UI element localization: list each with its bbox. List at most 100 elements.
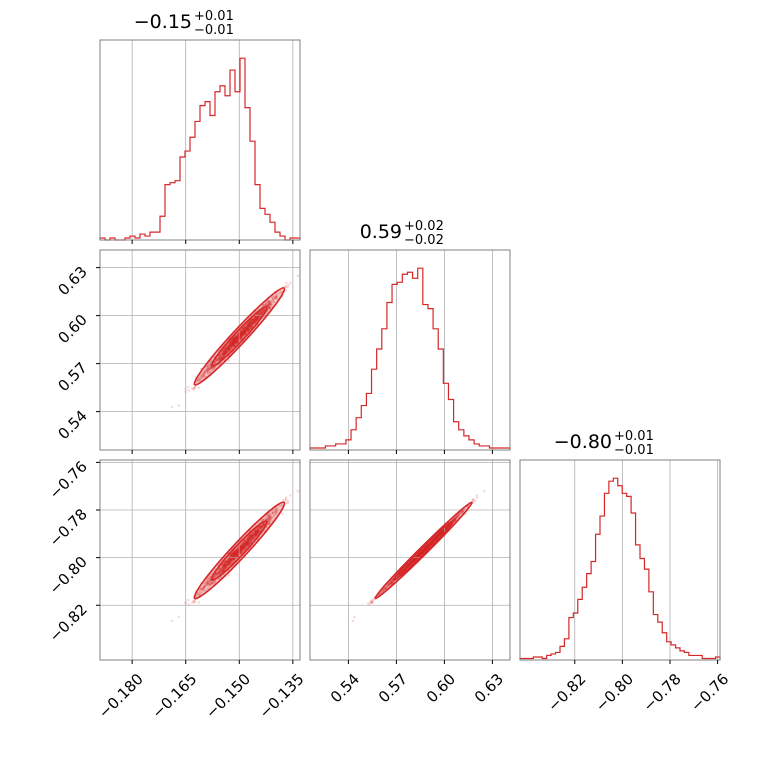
sample-point <box>270 300 273 303</box>
sample-point <box>227 347 230 351</box>
sample-point <box>245 323 249 327</box>
sample-point <box>227 347 230 351</box>
sample-point <box>243 327 246 331</box>
sample-point <box>222 352 225 356</box>
sample-point <box>254 319 257 322</box>
sample-point <box>254 319 257 322</box>
sample-point <box>192 600 196 604</box>
sample-point <box>267 302 271 306</box>
sample-point <box>199 375 202 379</box>
sample-point <box>259 312 263 315</box>
sample-point <box>254 316 257 320</box>
sample-point <box>245 328 249 332</box>
sample-point <box>231 343 234 347</box>
sample-point <box>249 326 253 329</box>
sample-point <box>244 326 248 329</box>
sample-point <box>281 499 285 502</box>
sample-point <box>245 326 249 329</box>
sample-point <box>243 331 246 335</box>
sample-point <box>254 318 258 321</box>
sample-point <box>257 317 260 320</box>
sample-point <box>251 323 254 326</box>
sample-point <box>256 316 260 319</box>
sample-point <box>225 349 228 353</box>
sample-point <box>193 385 197 389</box>
sample-point <box>205 371 208 375</box>
sample-point <box>236 336 239 339</box>
sample-point <box>245 323 248 327</box>
sample-point <box>268 302 272 306</box>
sample-point <box>266 303 270 307</box>
sample-point <box>227 346 231 350</box>
sample-point <box>249 322 252 325</box>
sample-point <box>240 336 243 339</box>
sample-point <box>267 299 270 303</box>
sample-point <box>228 347 232 351</box>
title-value: −0.15 <box>134 11 192 33</box>
sample-point <box>239 331 242 335</box>
sample-point <box>244 331 247 334</box>
sample-point <box>254 316 258 320</box>
sample-point <box>247 323 250 326</box>
sample-point <box>221 353 224 357</box>
sample-point <box>251 317 255 320</box>
sample-point <box>241 331 244 334</box>
sample-point <box>223 348 226 352</box>
sample-point <box>233 336 237 340</box>
sample-point <box>218 354 222 358</box>
sample-point <box>247 327 250 330</box>
sample-point <box>251 323 254 327</box>
sample-point <box>255 315 259 319</box>
sample-point <box>272 300 276 304</box>
sample-point <box>236 335 240 339</box>
sample-point <box>234 339 237 342</box>
sample-point <box>205 365 209 368</box>
sample-point <box>232 341 235 344</box>
sample-point <box>278 292 281 295</box>
sample-point <box>239 330 242 334</box>
sample-point <box>231 338 234 342</box>
sample-point <box>253 318 256 321</box>
sample-point <box>228 347 231 350</box>
sample-point <box>239 335 242 339</box>
sample-point <box>233 338 237 341</box>
sample-point <box>208 367 211 370</box>
sample-point <box>201 374 205 377</box>
sample-point <box>224 352 228 355</box>
sample-point <box>234 340 237 343</box>
sample-point <box>247 324 251 327</box>
sample-point <box>231 339 235 343</box>
sample-point <box>252 319 255 323</box>
sample-point <box>229 340 233 343</box>
sample-point <box>269 303 273 306</box>
title-value: 0.59 <box>360 221 402 243</box>
sample-point <box>227 344 231 348</box>
sample-point <box>226 346 230 350</box>
sample-point <box>244 327 248 330</box>
sample-point <box>198 376 201 380</box>
sample-point <box>284 285 288 289</box>
sample-point <box>267 305 271 308</box>
sample-point <box>268 306 272 310</box>
sample-point <box>170 405 174 409</box>
sample-point <box>199 378 202 381</box>
sample-point <box>235 334 238 338</box>
sample-point <box>239 332 242 336</box>
sample-point <box>254 317 258 321</box>
sample-point <box>192 386 196 390</box>
sample-point <box>229 341 233 344</box>
sample-point <box>242 330 245 333</box>
sample-point <box>226 348 229 351</box>
sample-point <box>248 324 252 328</box>
sample-point <box>259 310 263 314</box>
sample-point <box>234 336 237 340</box>
sample-point <box>246 323 250 327</box>
sample-point <box>227 344 230 347</box>
sample-point <box>236 340 240 343</box>
sample-point <box>245 329 248 333</box>
sample-point <box>218 354 221 357</box>
sample-point <box>224 346 227 350</box>
sample-point <box>233 337 236 341</box>
sample-point <box>207 371 210 375</box>
sample-point <box>239 336 242 339</box>
